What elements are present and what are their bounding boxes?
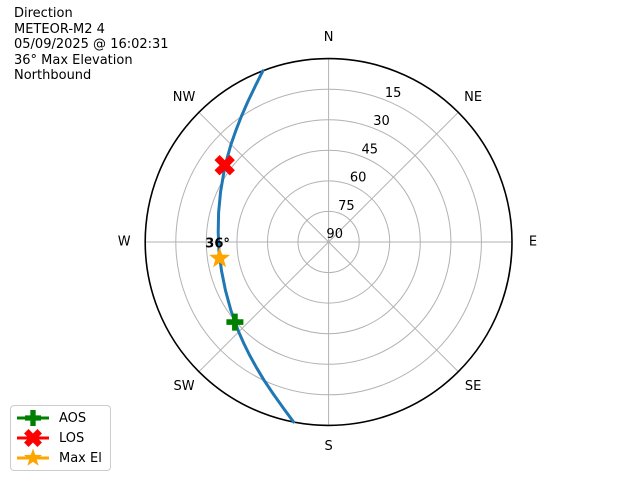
- elevation-tick-label-15: 15: [385, 86, 402, 101]
- max-el-star-icon: [16, 449, 50, 467]
- pass-heading: Northbound: [14, 68, 92, 83]
- elevation-ring-15: [175, 88, 482, 396]
- los-x-icon: [16, 429, 50, 447]
- compass-label-nw: NW: [173, 90, 196, 105]
- max-el-legend-glyph: [17, 449, 49, 466]
- compass-label-w: W: [118, 235, 131, 250]
- elevation-tick-label-90: 90: [326, 227, 343, 242]
- compass-label-e: E: [529, 235, 537, 250]
- compass-label-ne: NE: [464, 90, 482, 105]
- los-legend-glyph: [17, 429, 49, 447]
- elevation-tick-label-30: 30: [373, 114, 390, 129]
- marker-max-el: [209, 247, 231, 268]
- compass-label-s: S: [324, 439, 332, 454]
- legend-item-los: LOS: [16, 428, 102, 448]
- elevation-tick-label-45: 45: [362, 142, 379, 157]
- elevation-ring-75: [297, 210, 360, 274]
- legend-label-los: LOS: [59, 430, 85, 446]
- compass-label-sw: SW: [174, 379, 195, 394]
- aos-legend-glyph: [17, 410, 49, 426]
- elevation-ring-60: [267, 180, 391, 304]
- legend-label-aos: AOS: [59, 410, 87, 426]
- pass-info: Direction METEOR-M2 4 05/09/2025 @ 16:02…: [14, 6, 169, 84]
- legend-marker-star: [23, 449, 43, 466]
- compass-label-n: N: [324, 30, 334, 45]
- legend: AOS LOS Max El: [10, 405, 111, 471]
- legend-marker-x: [24, 429, 42, 447]
- elevation-ring-30: [205, 119, 452, 365]
- aos-plus-icon: [16, 409, 50, 427]
- max-elevation-text: 36° Max Elevation: [14, 52, 133, 68]
- marker-aos: [226, 313, 244, 331]
- legend-marker-plus: [25, 410, 41, 426]
- satellite-name: METEOR-M2 4: [14, 21, 105, 37]
- elevation-ring-45: [236, 149, 421, 335]
- compass-label-se: SE: [465, 379, 481, 394]
- elevation-tick-label-75: 75: [338, 199, 355, 214]
- legend-label-maxel: Max El: [59, 450, 102, 466]
- max-el-annotation: 36°: [205, 236, 230, 251]
- marker-los: [214, 155, 235, 176]
- plot-title: Direction: [14, 6, 73, 21]
- legend-item-aos: AOS: [16, 408, 102, 428]
- elevation-tick-label-60: 60: [350, 171, 367, 186]
- pass-datetime: 05/09/2025 @ 16:02:31: [14, 37, 169, 52]
- legend-item-maxel: Max El: [16, 448, 102, 468]
- horizon-circle: [144, 57, 513, 427]
